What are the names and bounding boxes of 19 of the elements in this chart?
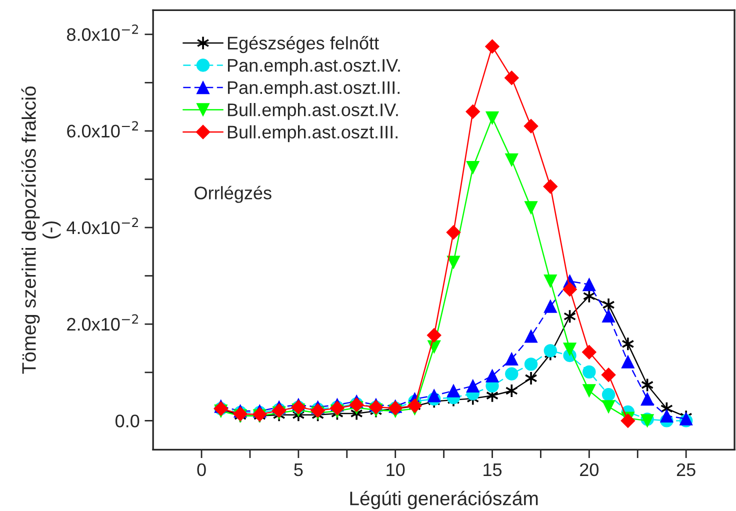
x-tick-label: 20 (580, 463, 599, 476)
x-tick-label: 15 (484, 464, 502, 476)
x-tick-label: 25 (676, 463, 696, 476)
x-tick-label: 10 (386, 463, 405, 476)
y-tick-label: 2.0x10$^{−2}$ (67, 314, 138, 331)
legend-label: Bull.emph.ast.oszt.III. (228, 125, 398, 142)
annotation: Orrlégzés (194, 186, 272, 203)
y-tick-label: 0.0 (116, 414, 140, 428)
x-tick-label: 0 (197, 463, 206, 476)
legend-label: Egészséges felnőtt (228, 36, 379, 54)
x-axis-title: Légúti generációszám (350, 490, 538, 510)
legend-label: Pan.emph.ast.oszt.III. (228, 80, 400, 98)
x-tick-label: 5 (294, 464, 303, 476)
y-tick-label: 6.0x10$^{−2}$ (67, 121, 138, 138)
legend-label: Pan.emph.ast.oszt.IV. (228, 58, 400, 76)
y-tick-label: 8.0x10$^{−2}$ (67, 24, 138, 41)
legend-label: Bull.emph.ast.oszt.IV. (228, 103, 398, 120)
y-axis-title: Tömeg szerinti depozíciós frakció (-) (21, 86, 61, 374)
y-tick-label: 4.0x10$^{−2}$ (66, 218, 138, 234)
